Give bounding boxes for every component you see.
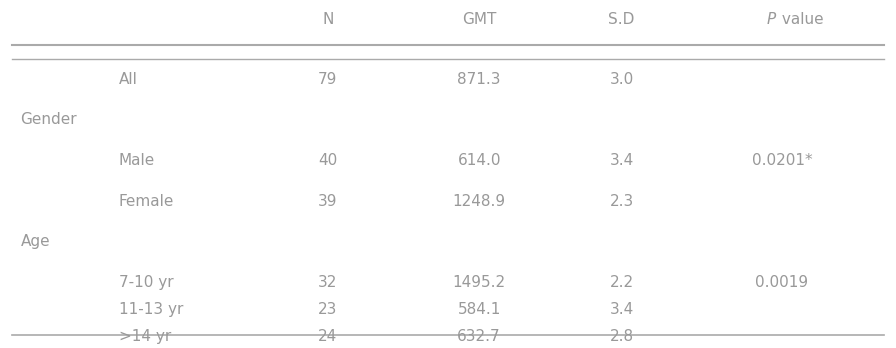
Text: 1248.9: 1248.9 xyxy=(452,193,505,208)
Text: 0.0201*: 0.0201* xyxy=(752,153,813,168)
Text: >14 yr: >14 yr xyxy=(118,329,171,344)
Text: 3.4: 3.4 xyxy=(609,302,633,317)
Text: 79: 79 xyxy=(318,72,338,87)
Text: $P$: $P$ xyxy=(766,10,778,26)
Text: Gender: Gender xyxy=(21,112,77,127)
Text: 7-10 yr: 7-10 yr xyxy=(118,275,173,290)
Text: S.D: S.D xyxy=(608,11,635,26)
Text: 2.2: 2.2 xyxy=(609,275,633,290)
Text: 24: 24 xyxy=(318,329,338,344)
Text: 3.0: 3.0 xyxy=(609,72,633,87)
Text: 632.7: 632.7 xyxy=(457,329,501,344)
Text: 11-13 yr: 11-13 yr xyxy=(118,302,183,317)
Text: GMT: GMT xyxy=(462,11,496,26)
Text: 32: 32 xyxy=(318,275,338,290)
Text: 3.4: 3.4 xyxy=(609,153,633,168)
Text: Male: Male xyxy=(118,153,155,168)
Text: 40: 40 xyxy=(318,153,338,168)
Text: 584.1: 584.1 xyxy=(458,302,501,317)
Text: N: N xyxy=(322,11,333,26)
Text: 1495.2: 1495.2 xyxy=(452,275,505,290)
Text: 23: 23 xyxy=(318,302,338,317)
Text: 2.3: 2.3 xyxy=(609,193,633,208)
Text: All: All xyxy=(118,72,137,87)
Text: 871.3: 871.3 xyxy=(458,72,501,87)
Text: Age: Age xyxy=(21,234,50,249)
Text: Female: Female xyxy=(118,193,174,208)
Text: 0.0019: 0.0019 xyxy=(755,275,808,290)
Text: 614.0: 614.0 xyxy=(458,153,501,168)
Text: 39: 39 xyxy=(318,193,338,208)
Text: value: value xyxy=(778,11,824,26)
Text: 2.8: 2.8 xyxy=(609,329,633,344)
